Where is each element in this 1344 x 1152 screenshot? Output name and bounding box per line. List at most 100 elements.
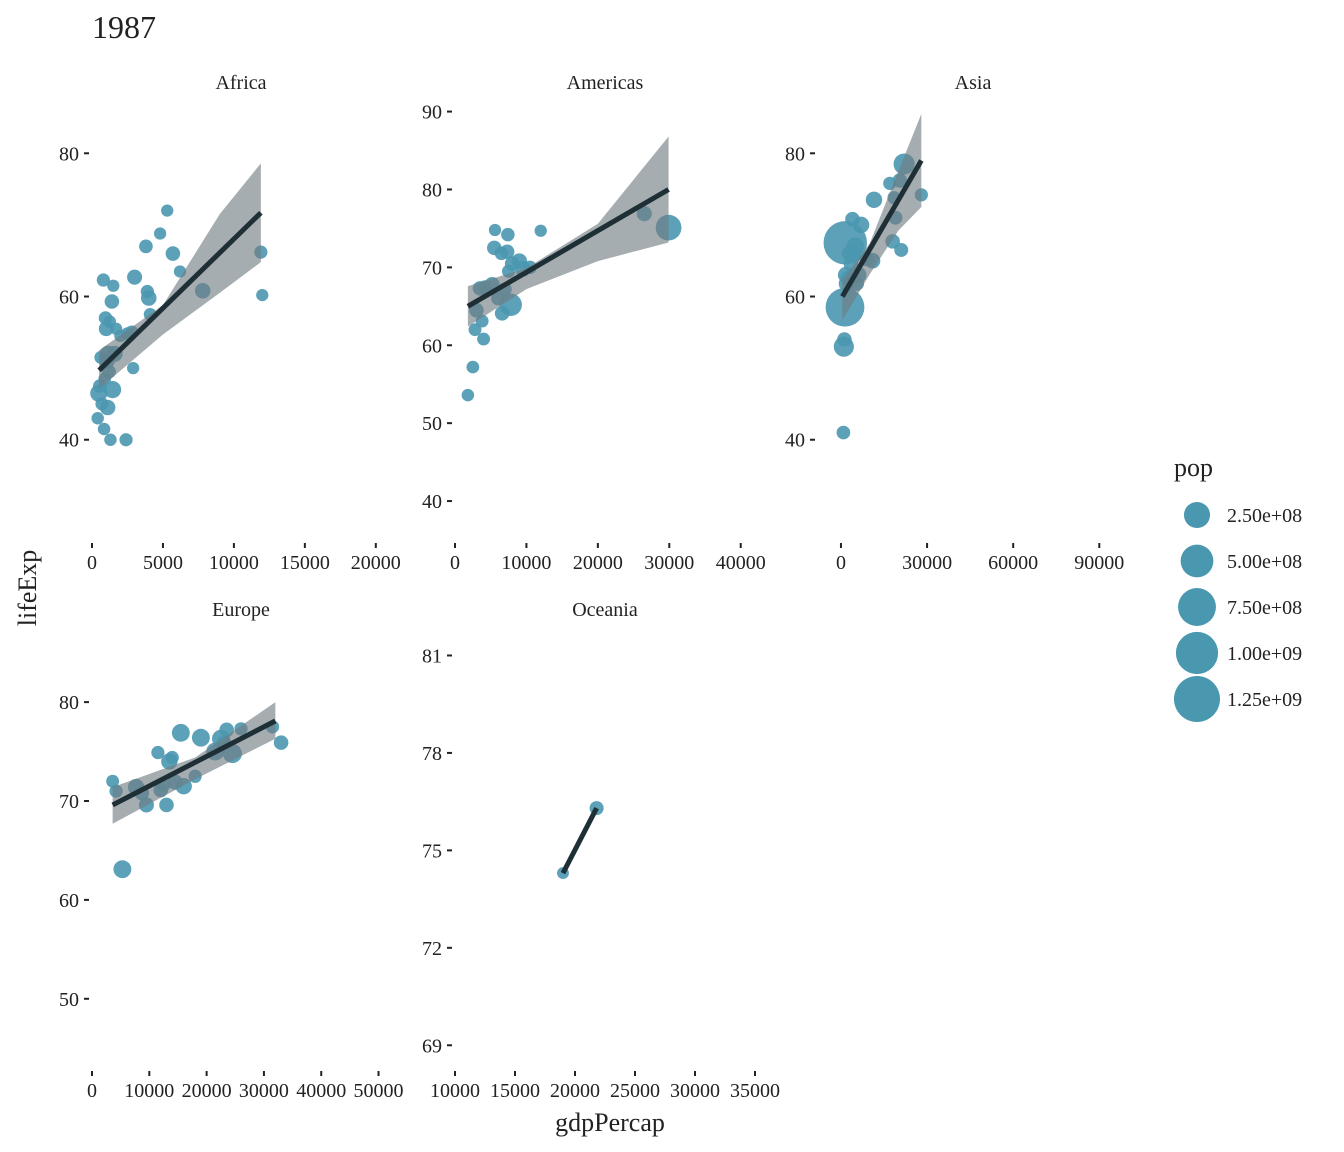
data-point [846,237,865,256]
plot-title: 1987 [92,9,156,45]
data-point [501,227,515,242]
legend-key-circle [1178,588,1216,626]
data-point [153,227,167,240]
data-point [165,246,181,261]
y-tick-label: 90 [422,102,442,124]
data-point [499,244,515,260]
regression-line [97,210,263,373]
data-point [127,269,143,285]
y-tick-label: 40 [59,430,79,452]
y-tick-label: 50 [59,989,79,1011]
strip-label-oceania: Oceania [572,599,638,621]
data-point [113,860,132,879]
x-tick-label: 5000 [143,552,183,574]
data-point [836,425,851,440]
data-point [104,433,117,446]
data-point [159,797,174,813]
y-tick-label: 60 [785,287,805,309]
x-tick-label: 10000 [209,552,259,574]
y-tick-label: 78 [422,743,442,765]
legend-key-circle [1183,501,1211,529]
y-tick-label: 69 [422,1035,442,1057]
y-tick-label: 70 [59,791,79,813]
legend-key-label: 1.00e+09 [1227,643,1302,665]
data-point [127,361,140,375]
x-tick-label: 35000 [730,1080,780,1102]
x-tick-label: 30000 [644,552,694,574]
x-axis-title: gdpPercap [555,1108,665,1137]
x-tick-label: 0 [450,552,460,574]
x-tick-label: 90000 [1074,552,1124,574]
legend-key-circle [1175,631,1219,675]
strip-label-asia: Asia [955,72,992,94]
y-tick-label: 80 [59,692,79,714]
regression-line [111,718,277,808]
panel-africa: Africa 40 60 80 0 5000 10000 15000 20000 [59,72,401,574]
x-tick-label: 60000 [988,552,1038,574]
data-point [91,412,104,425]
data-point [468,323,482,337]
y-tick-label: 60 [59,287,79,309]
data-point [273,735,289,750]
regression-line [466,187,670,309]
data-point [151,745,165,760]
legend-key-label: 2.50e+08 [1227,505,1302,527]
y-tick-label: 80 [785,143,805,165]
data-point [461,388,475,402]
y-tick-label: 80 [59,143,79,165]
data-point [107,279,120,292]
legend-key-circle [1180,544,1214,578]
data-point [852,216,870,234]
x-tick-label: 40000 [716,552,766,574]
data-point [99,399,116,416]
y-tick-label: 40 [785,430,805,452]
x-tick-label: 50000 [354,1080,404,1102]
x-tick-label: 0 [87,1080,97,1102]
data-point [165,750,179,765]
legend-key-label: 7.50e+08 [1227,597,1302,619]
panel-europe: Europe 50 60 70 80 0 10000 20000 30000 40000 50000 [59,599,404,1102]
data-point [119,433,133,447]
x-tick-label: 10000 [124,1080,174,1102]
data-point [488,223,502,237]
y-axis-title: lifeExp [13,550,42,627]
data-point [865,191,883,209]
data-point [96,273,110,287]
x-tick-label: 10000 [501,552,551,574]
y-tick-label: 80 [422,179,442,201]
data-point [894,242,909,257]
x-tick-label: 20000 [351,552,401,574]
legend-key-circle [1174,676,1220,722]
data-point [466,360,480,374]
x-tick-label: 30000 [239,1080,289,1102]
x-tick-label: 15000 [490,1080,540,1102]
regression-line [560,806,599,875]
legend-key-label: 5.00e+08 [1227,551,1302,573]
x-tick-label: 0 [836,552,846,574]
x-tick-label: 25000 [610,1080,660,1102]
data-point [256,288,269,302]
panel-oceania: Oceania 69 72 75 78 81 10000 15000 20000 25000 300… [422,599,780,1102]
x-tick-label: 20000 [182,1080,232,1102]
x-tick-label: 30000 [902,552,952,574]
panel-americas: Americas 40 50 60 70 80 90 0 10000 20000 30000 4000… [422,72,766,574]
data-point [140,290,157,306]
y-tick-label: 60 [422,335,442,357]
y-tick-label: 72 [422,938,442,960]
y-tick-label: 70 [422,257,442,279]
data-point [139,239,153,254]
y-tick-label: 81 [422,645,442,667]
size-legend: pop 2.50e+08 5.00e+08 7.50e+08 1.00e+09 1.25… [1174,453,1302,722]
data-point [477,332,491,346]
x-tick-label: 15000 [280,552,330,574]
x-tick-label: 0 [87,552,97,574]
regression-line [840,159,924,298]
panel-asia: Asia 40 60 80 0 30000 60000 90000 [785,72,1124,574]
x-tick-label: 10000 [430,1080,480,1102]
y-tick-label: 60 [59,890,79,912]
strip-label-africa: Africa [215,72,266,94]
data-point [191,728,210,747]
x-tick-label: 20000 [550,1080,600,1102]
